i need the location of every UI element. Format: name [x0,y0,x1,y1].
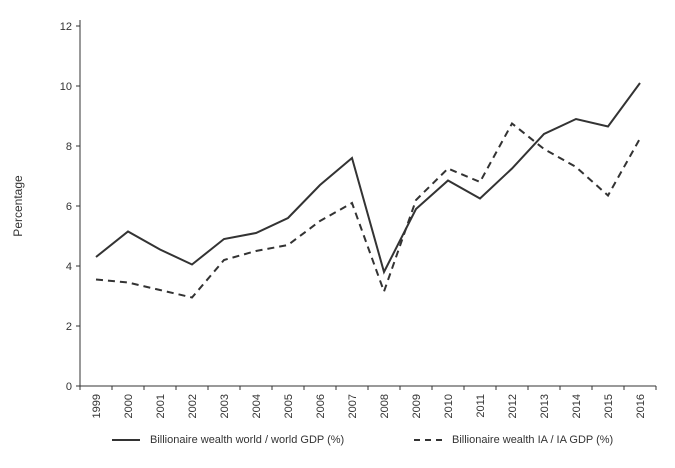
series-line-ia [95,121,641,299]
x-tick-label: 2000 [123,394,135,418]
x-tick-label: 2013 [539,394,551,418]
line-chart: 0 2 4 6 8 10 12 1999 2000 2001 2002 2003 2004 2005 20… [11,20,657,418]
x-tick-label: 2011 [475,394,487,418]
x-axis-ticks: 1999 2000 2001 2002 2003 2004 2005 2006 2007 2008… [79,386,657,418]
x-tick-label: 2001 [155,394,167,418]
y-tick-label: 6 [66,201,72,213]
x-tick-label: 2008 [379,394,391,418]
y-tick-label: 12 [60,21,72,33]
x-tick-label: 2005 [283,394,295,418]
x-tick-label: 2004 [251,394,263,418]
series-layer [95,82,641,299]
x-tick-label: 2006 [315,394,327,418]
x-tick-label: 2010 [443,394,455,418]
legend-label-ia: Billionaire wealth IA / IA GDP (%) [452,434,614,446]
legend: Billionaire wealth world / world GDP (%)… [0,434,675,458]
legend-dashed-line-icon [414,439,442,441]
y-tick-label: 0 [66,381,72,393]
y-tick-label: 2 [66,321,72,333]
x-tick-label: 2016 [635,394,647,418]
x-tick-label: 1999 [91,394,103,418]
x-tick-label: 2002 [187,394,199,418]
y-tick-label: 10 [60,81,72,93]
legend-label-world: Billionaire wealth world / world GDP (%) [150,434,345,446]
y-axis-label: Percentage [11,175,25,237]
x-tick-label: 2015 [603,394,615,418]
x-tick-label: 2012 [507,394,519,418]
x-tick-label: 2007 [347,394,359,418]
legend-solid-line-icon [112,439,140,441]
x-tick-label: 2009 [411,394,423,418]
x-tick-label: 2014 [571,394,583,418]
x-tick-label: 2003 [219,394,231,418]
y-tick-label: 8 [66,141,72,153]
y-tick-label: 4 [66,261,72,273]
legend-item-world: Billionaire wealth world / world GDP (%) [112,434,344,446]
y-axis-ticks: 0 2 4 6 8 10 12 [60,21,80,393]
series-line-world [95,82,641,275]
legend-item-ia: Billionaire wealth IA / IA GDP (%) [414,434,613,446]
